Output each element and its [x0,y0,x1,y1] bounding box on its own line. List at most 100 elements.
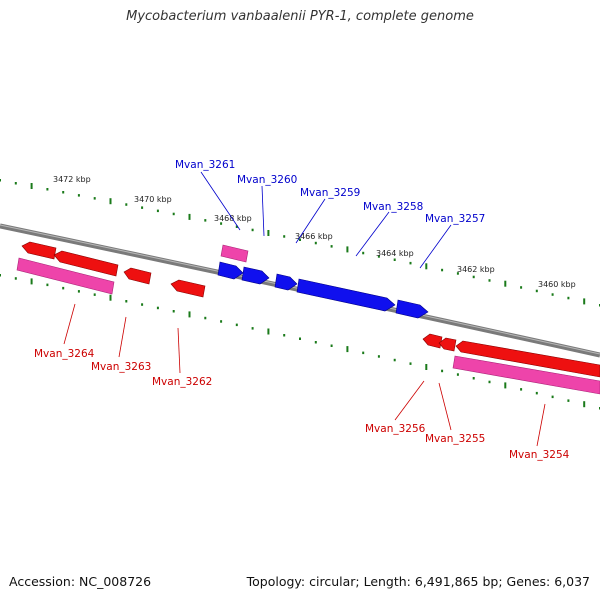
minor-tick [520,388,523,391]
major-tick [346,246,349,253]
reverse-gene-arrow[interactable] [455,340,600,378]
minor-tick [472,377,475,380]
reverse-strand-features [16,241,600,395]
minor-tick [299,238,301,241]
minor-tick [235,323,238,327]
minor-tick [283,235,286,238]
minor-tick [0,179,1,182]
minor-tick [141,303,144,306]
accession-text: Accession: NC_008726 [9,574,152,589]
gene-label[interactable]: Mvan_3256 [365,423,426,435]
minor-tick [456,272,459,275]
reverse-gene-arrow[interactable] [123,267,152,285]
gene-label[interactable]: Mvan_3264 [34,348,95,360]
reverse-gene-arrow[interactable] [422,333,443,349]
minor-tick [62,191,65,194]
major-tick [267,230,270,236]
forward-gene-arrow[interactable] [395,299,429,319]
gene-label[interactable]: Mvan_3261 [175,159,235,171]
reverse-gene-arrow[interactable] [438,337,457,352]
scale-label: 3460 kbp [538,280,576,289]
gene-label[interactable]: Mvan_3262 [152,376,212,388]
leader-line [118,316,127,358]
forward-gene-arrow[interactable] [217,261,244,280]
gene-label[interactable]: Mvan_3259 [300,187,360,199]
minor-tick [551,395,554,399]
minor-tick [362,351,365,355]
cds-feature[interactable] [16,257,115,295]
reverse-gene-arrow[interactable] [53,250,119,277]
major-tick [109,294,112,301]
minor-tick [141,206,144,209]
minor-tick [377,355,380,358]
minor-tick [567,399,570,402]
minor-tick [125,300,128,303]
gene-label[interactable]: Mvan_3263 [91,361,151,373]
leader-line [177,327,181,374]
minor-tick [520,286,523,289]
minor-tick [283,334,286,337]
leader-line [394,380,425,421]
minor-tick [330,344,333,347]
minor-tick [220,222,223,225]
minor-tick [204,219,207,222]
gene-label[interactable]: Mvan_3254 [509,449,570,461]
gene-label[interactable]: Mvan_3257 [425,213,485,225]
minor-tick [172,212,175,216]
gene-label[interactable]: Mvan_3258 [363,201,423,213]
minor-tick [62,286,65,290]
minor-tick [330,245,333,248]
leader-line [438,382,452,431]
minor-tick [535,289,538,293]
minor-tick [251,327,254,330]
minor-tick [441,268,444,272]
minor-tick [393,358,396,362]
genome-summary-text: Topology: circular; Length: 6,491,865 bp… [246,574,590,589]
minor-tick [535,391,538,395]
minor-tick [409,261,412,265]
major-tick [188,311,191,318]
scale-label: 3468 kbp [214,214,252,223]
minor-tick [299,337,301,340]
leader-line [261,185,265,237]
reverse-gene-labels: Mvan_3264 Mvan_3263 Mvan_3262 Mvan_3256 … [34,348,570,461]
forward-gene-arrow[interactable] [274,273,298,291]
minor-tick [77,194,80,197]
minor-tick [156,209,159,213]
minor-tick [409,362,412,365]
minor-tick [393,258,396,261]
minor-tick [125,203,128,206]
major-tick [30,278,33,285]
leader-line [355,211,390,257]
minor-tick [0,274,1,277]
scale-label: 3462 kbp [457,265,495,274]
minor-tick [251,228,254,232]
minor-tick [488,279,491,282]
minor-tick [362,251,365,255]
cds-feature[interactable] [220,244,249,263]
map-title: Mycobacterium vanbaalenii PYR-1, complet… [126,9,474,24]
gene-label[interactable]: Mvan_3260 [237,174,297,186]
scale-label: 3464 kbp [376,249,414,258]
major-tick [346,346,349,353]
reverse-gene-arrow[interactable] [21,241,57,260]
minor-tick [46,188,49,191]
forward-gene-arrow[interactable] [241,266,270,285]
reverse-gene-arrow[interactable] [170,279,206,298]
minor-tick [93,197,96,200]
inner-tick-track [0,274,600,410]
forward-gene-arrow[interactable] [296,278,396,312]
gene-label[interactable]: Mvan_3255 [425,433,485,445]
cds-feature[interactable] [452,355,600,395]
major-tick [30,183,33,189]
scale-label: 3470 kbp [134,195,172,204]
minor-tick [172,310,175,313]
minor-tick [14,277,17,280]
minor-tick [314,241,317,245]
label-leader-lines [63,171,546,447]
major-tick [109,198,112,205]
forward-gene-labels: Mvan_3261 Mvan_3260 Mvan_3259 Mvan_3258 … [175,159,485,225]
major-tick [583,298,586,305]
minor-tick [204,316,207,320]
